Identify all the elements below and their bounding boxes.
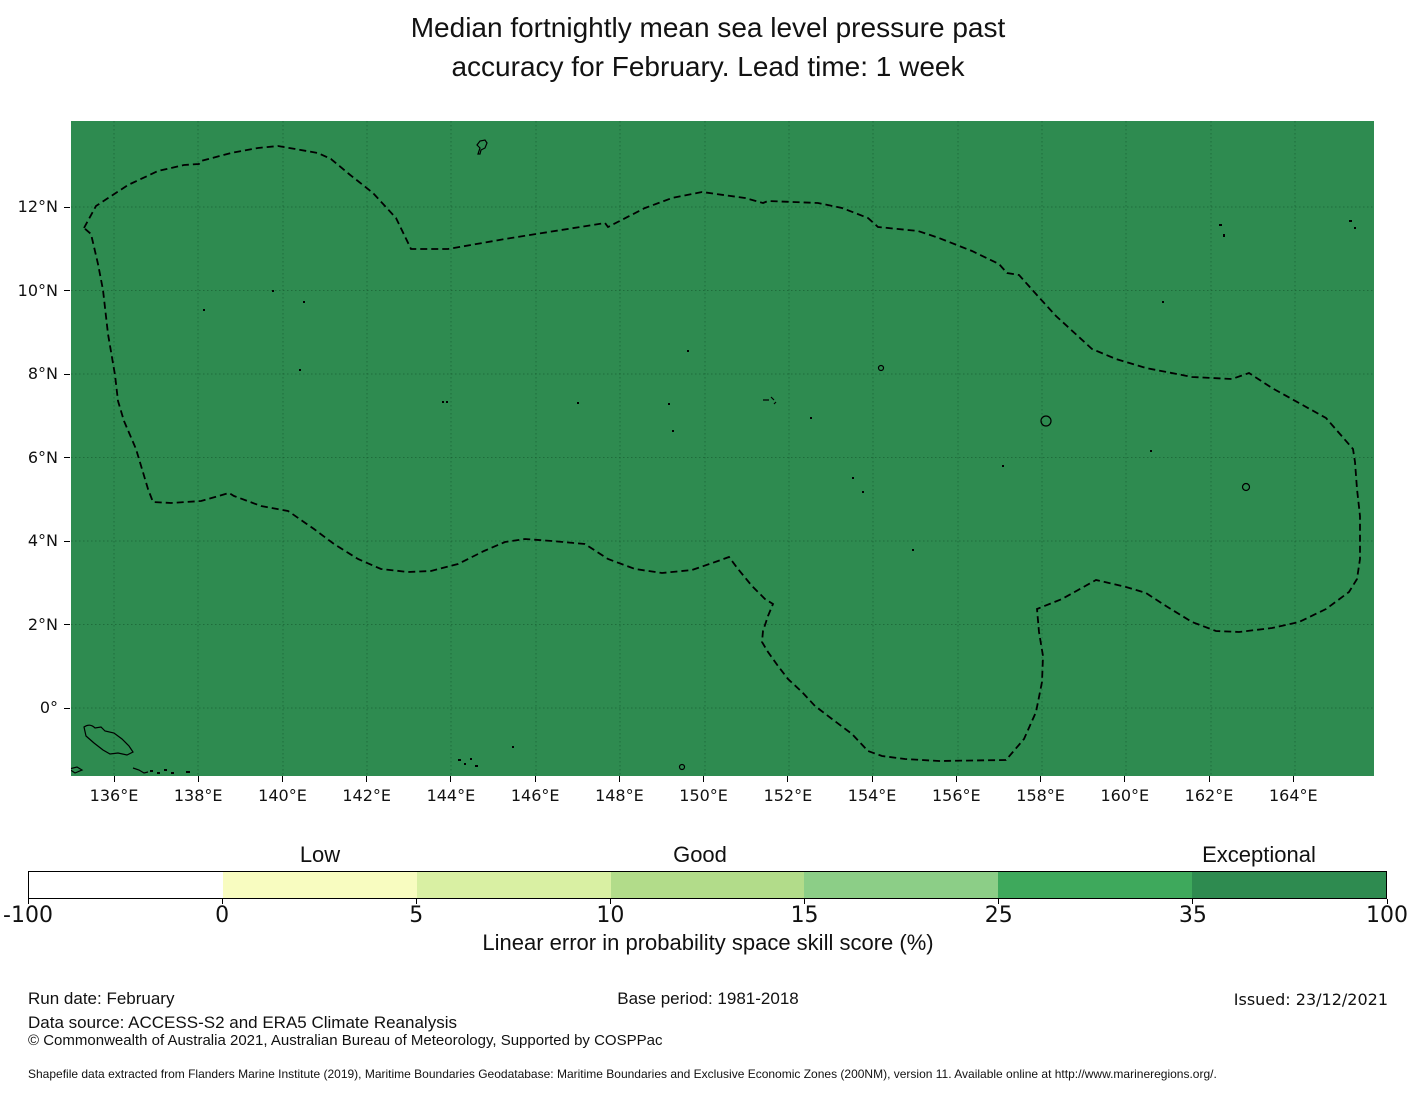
lon-tick-label: 158°E [1016,786,1065,805]
lon-tick-label: 150°E [679,786,728,805]
colorbar-tick-mark [221,899,223,904]
lat-tick-label: 2°N [27,614,58,634]
colorbar-tick-label: 25 [984,903,1013,928]
footer-issued-date: Issued: 23/12/2021 [1233,990,1388,1009]
colorbar-tick-mark [804,899,806,904]
lon-tick-label: 146°E [510,786,560,805]
colorbar-tick-mark [415,899,417,904]
colorbar-tick-label: 35 [1178,903,1207,928]
colorbar-zone-label-low: Low [299,842,341,867]
page-title: Median fortnightly mean sea level pressu… [0,8,1416,86]
lon-tick-mark [871,776,873,782]
lat-tick-mark [64,707,70,709]
lat-tick-mark [64,290,70,291]
colorbar-tick-mark [1192,899,1194,904]
lon-tick-label: 142°E [342,786,392,805]
lon-tick-mark [450,776,452,782]
colorbar-segment-1 [222,872,417,898]
page-title-line1: Median fortnightly mean sea level pressu… [410,12,1006,43]
lon-tick-mark [282,776,283,782]
lon-tick-mark [618,776,620,782]
colorbar-segment-0 [29,872,223,898]
colorbar-zone-label-exceptional: Exceptional [1202,842,1316,867]
lon-tick-mark [1124,776,1126,782]
colorbar-segment-6 [1192,872,1387,898]
lon-tick-mark [787,776,789,782]
lon-tick-mark [113,776,115,782]
footer-base-period: Base period: 1981-2018 [617,989,799,1008]
lon-tick-label: 140°E [258,786,307,805]
lon-tick-mark [955,776,957,782]
colorbar-tick-mark [609,899,611,904]
lat-tick-label: 12°N [17,197,58,216]
island-dots [150,220,1356,774]
lon-tick-label: 144°E [426,786,476,805]
colorbar-segment-3 [610,872,805,898]
colorbar-tick-label: 100 [1366,903,1408,928]
footer-shapefile-attribution: Shapefile data extracted from Flanders M… [28,1067,1217,1081]
lon-tick-mark [1040,776,1042,782]
colorbar-segment-5 [998,872,1193,898]
lat-tick-label: 10°N [17,280,58,300]
map-canvas [71,121,1374,776]
colorbar-tick-label: 0 [215,903,230,928]
colorbar-tick-mark [998,899,1000,904]
lon-tick-mark [703,776,705,782]
lat-tick-mark [64,206,70,208]
lon-tick-mark [197,776,199,782]
lon-tick-label: 160°E [1100,786,1150,805]
eez-boundary-outline [82,145,1361,762]
lat-tick-label: 6°N [27,447,58,467]
lon-tick-mark [1292,776,1294,782]
colorbar-tick-label: 10 [596,903,625,928]
lon-tick-label: 136°E [89,786,139,805]
colorbar-tick-mark [1386,899,1388,904]
lon-tick-mark [534,776,536,782]
lon-tick-mark [366,776,368,782]
lat-tick-label: 8°N [27,364,58,383]
lon-tick-label: 162°E [1184,786,1234,805]
footer-data-source: Data source: ACCESS-S2 and ERA5 Climate … [28,1013,457,1032]
map-plot-area[interactable] [71,121,1374,776]
colorbar-segment-4 [804,872,999,898]
lon-tick-label: 148°E [595,786,644,805]
lon-tick-mark [1208,776,1210,782]
lat-tick-mark [64,457,70,458]
colorbar-tick-label: -100 [3,903,53,928]
colorbar-tick-mark [27,899,29,904]
colorbar[interactable] [28,871,1387,899]
footer-copyright: © Commonwealth of Australia 2021, Austra… [28,1032,663,1049]
lat-tick-label: 0° [39,698,58,717]
colorbar-tick-label: 5 [409,903,424,928]
lat-tick-mark [64,373,70,375]
lon-tick-label: 152°E [763,786,813,805]
lon-tick-label: 138°E [173,786,223,805]
lat-tick-mark [64,624,70,625]
colorbar-segment-2 [416,872,611,898]
colorbar-axis-label: Linear error in probability space skill … [482,930,934,955]
graticule-grid [71,121,1374,776]
page-title-line2: accuracy for February. Lead time: 1 week [451,51,965,82]
lat-tick-label: 4°N [27,531,58,550]
colorbar-tick-label: 15 [790,903,819,928]
colorbar-zone-label-good: Good [673,842,727,867]
lon-tick-label: 156°E [931,786,981,805]
lon-tick-label: 154°E [847,786,897,805]
lat-tick-mark [64,540,70,542]
island-outlines [71,139,1251,774]
lon-tick-label: 164°E [1268,786,1318,805]
footer-run-date: Run date: February [28,989,175,1008]
